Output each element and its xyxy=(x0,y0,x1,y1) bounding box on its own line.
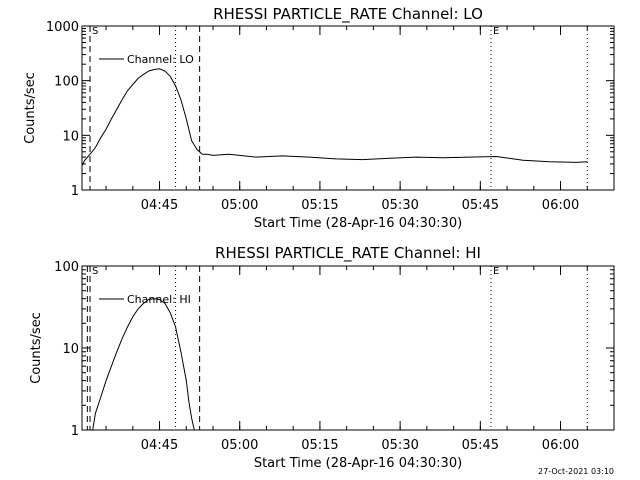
x-axis-label: Start Time (28-Apr-16 04:30:30) xyxy=(254,216,462,231)
chart-panel-1: RHESSI PARTICLE_RATE Channel: LO Start Ti… xyxy=(23,5,615,231)
y-axis-label: Counts/sec xyxy=(23,72,38,144)
time-marker-label: S xyxy=(92,266,98,277)
plot-frame xyxy=(81,265,615,431)
chart-title: RHESSI PARTICLE_RATE Channel: HI xyxy=(215,244,481,263)
y-tick-label: 100 xyxy=(54,260,79,275)
series-line xyxy=(92,298,195,431)
x-tick-label: 05:30 xyxy=(381,198,418,213)
chart-title: RHESSI PARTICLE_RATE Channel: LO xyxy=(213,5,483,24)
x-tick-label: 04:45 xyxy=(141,198,178,213)
time-marker-label: E xyxy=(493,26,499,37)
legend-entry: Channel: LO xyxy=(127,53,194,66)
plot-timestamp: 27-Oct-2021 03:10 xyxy=(538,467,614,476)
x-tick-label: 05:15 xyxy=(301,438,338,453)
y-tick-label: 100 xyxy=(54,75,79,90)
time-marker-label: E xyxy=(493,266,499,277)
x-tick-label: 05:45 xyxy=(462,438,499,453)
y-tick-label: 1 xyxy=(71,184,79,199)
plot-frame xyxy=(81,25,615,191)
x-tick-label: 05:00 xyxy=(221,438,258,453)
chart-panel-2: RHESSI PARTICLE_RATE Channel: HI Start Ti… xyxy=(29,244,615,471)
x-tick-label: 06:00 xyxy=(542,438,579,453)
y-axis-label: Counts/sec xyxy=(29,312,44,384)
x-tick-label: 05:15 xyxy=(301,198,338,213)
x-tick-label: 05:00 xyxy=(221,198,258,213)
series-line xyxy=(81,68,588,166)
x-tick-label: 05:30 xyxy=(381,438,418,453)
x-tick-label: 06:00 xyxy=(542,198,579,213)
y-tick-label: 1 xyxy=(71,424,79,439)
y-tick-label: 10 xyxy=(62,129,79,144)
y-tick-label: 1000 xyxy=(46,20,79,35)
legend-entry: Channel: HI xyxy=(127,293,191,306)
x-tick-label: 05:45 xyxy=(462,198,499,213)
x-axis-label: Start Time (28-Apr-16 04:30:30) xyxy=(254,456,462,471)
x-tick-label: 04:45 xyxy=(141,438,178,453)
y-tick-label: 10 xyxy=(62,342,79,357)
time-marker-label: S xyxy=(92,26,98,37)
